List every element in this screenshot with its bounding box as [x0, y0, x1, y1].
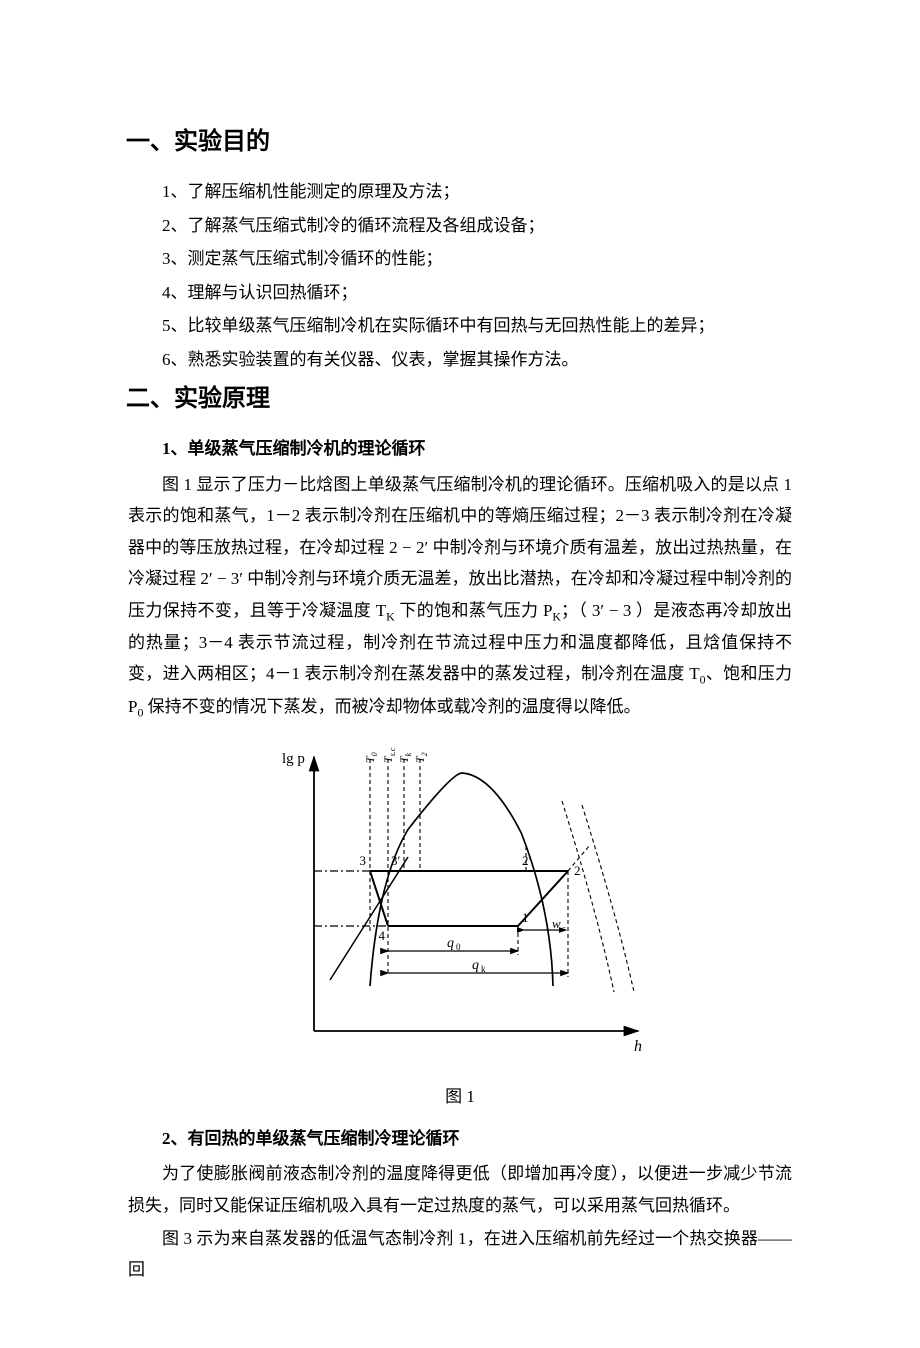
subsection-2-1-heading: 1、单级蒸气压缩制冷机的理论循环	[162, 433, 792, 464]
svg-text:c: c	[562, 924, 566, 933]
objective-item: 6、熟悉实验装置的有关仪器、仪表，掌握其操作方法。	[162, 344, 792, 375]
svg-text:k: k	[481, 964, 486, 974]
objective-item: 5、比较单级蒸气压缩制冷机在实际循环中有回热与无回热性能上的差异；	[162, 310, 792, 341]
figure-1: lg ph122′33′4q0qkwcT0Ts.cTkT2 图 1	[128, 741, 792, 1112]
svg-text:h: h	[634, 1038, 642, 1055]
section-2-heading: 二、实验原理	[126, 377, 792, 421]
svg-text:q: q	[447, 936, 454, 951]
svg-text:T2: T2	[413, 753, 429, 764]
subsection-2-2-para-2: 图 3 示为来自蒸发器的低温气态制冷剂 1，在进入压缩机前先经过一个热交换器——…	[128, 1223, 792, 1286]
subsection-2-1-body: 图 1 显示了压力－比焓图上单级蒸气压缩制冷机的理论循环。压缩机吸入的是以点 1…	[128, 469, 792, 723]
figure-1-caption: 图 1	[445, 1081, 475, 1112]
objective-item: 1、了解压缩机性能测定的原理及方法；	[162, 176, 792, 207]
ph-diagram: lg ph122′33′4q0qkwcT0Ts.cTkT2	[270, 741, 650, 1061]
svg-text:2′: 2′	[522, 853, 532, 868]
svg-text:Ts.c: Ts.c	[381, 747, 397, 763]
subsection-2-2-heading: 2、有回热的单级蒸气压缩制冷理论循环	[162, 1123, 792, 1154]
svg-text:T0: T0	[363, 753, 379, 764]
svg-text:4: 4	[379, 928, 386, 943]
svg-text:3: 3	[360, 853, 367, 868]
objective-item: 4、理解与认识回热循环；	[162, 277, 792, 308]
svg-text:1: 1	[522, 910, 529, 925]
subsection-2-2-para-1: 为了使膨胀阀前液态制冷剂的温度降得更低（即增加再冷度），以便进一步减少节流损失，…	[128, 1158, 792, 1221]
svg-text:Tk: Tk	[397, 753, 413, 764]
svg-text:w: w	[552, 916, 561, 931]
objective-item: 3、测定蒸气压缩式制冷循环的性能；	[162, 243, 792, 274]
objective-item: 2、了解蒸气压缩式制冷的循环流程及各组成设备；	[162, 210, 792, 241]
svg-text:2: 2	[574, 863, 581, 878]
svg-text:lg p: lg p	[282, 751, 305, 767]
svg-text:3′: 3′	[391, 853, 401, 868]
section-1-heading: 一、实验目的	[126, 120, 792, 164]
svg-text:q: q	[472, 958, 479, 973]
svg-text:0: 0	[456, 942, 461, 952]
